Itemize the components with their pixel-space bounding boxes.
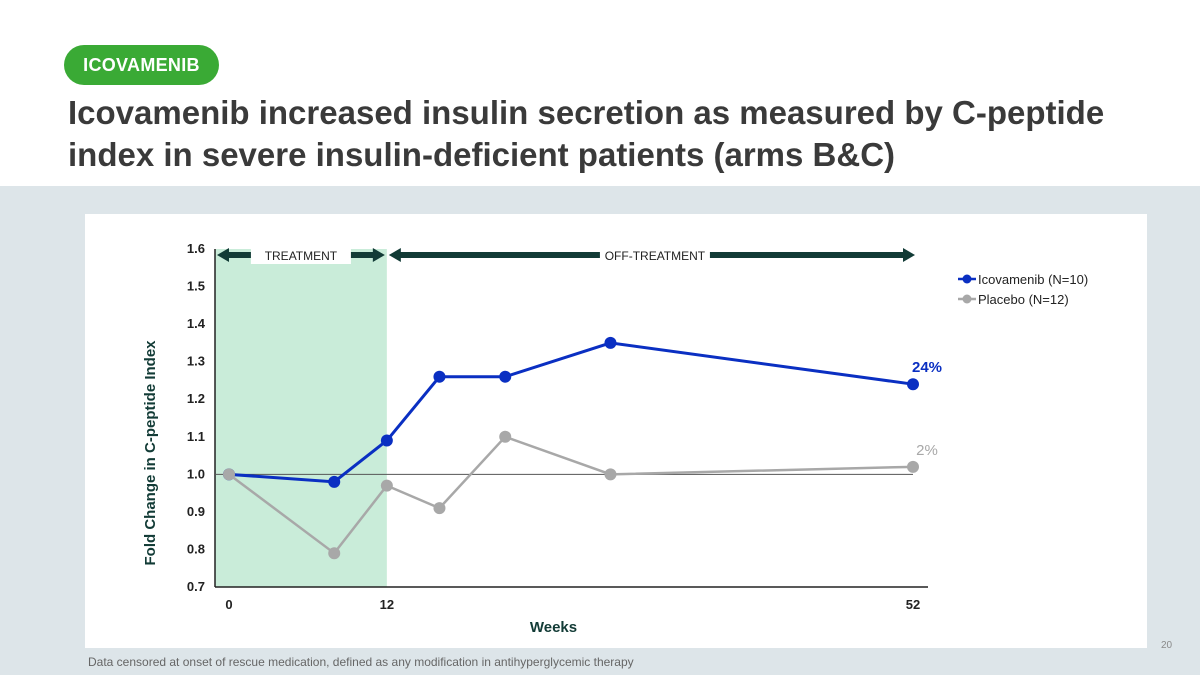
footnote: Data censored at onset of rescue medicat…: [88, 655, 634, 669]
section-tag: ICOVAMENIB: [64, 45, 219, 85]
end-label-placebo: 2%: [916, 442, 938, 459]
y-tick-label: 1.6: [187, 241, 205, 256]
data-point-icovamenib: [433, 370, 446, 383]
x-tick-label: 52: [906, 597, 920, 612]
title-line-2: index in severe insulin-deficient patien…: [68, 136, 896, 173]
data-point-icovamenib: [604, 336, 617, 349]
data-point-placebo: [380, 479, 393, 492]
data-point-placebo: [907, 460, 919, 473]
offtreatment-arrow-head-left: [388, 248, 401, 262]
treatment-arrow-head-left: [217, 248, 229, 262]
x-tick-label: 12: [380, 597, 394, 612]
end-label-icovamenib: 24%: [912, 359, 942, 376]
legend-label-icovamenib: Icovamenib (N=10): [978, 272, 1088, 287]
treatment-arrow-head-right: [372, 248, 385, 262]
offtreatment-label: OFF-TREATMENT: [605, 249, 706, 263]
legend-marker-icovamenib: [962, 274, 972, 284]
x-tick-label: 0: [225, 597, 232, 612]
legend-label-placebo: Placebo (N=12): [978, 292, 1069, 307]
y-tick-label: 0.7: [187, 579, 205, 594]
y-tick-label: 0.9: [187, 504, 205, 519]
title-line-1: Icovamenib increased insulin secretion a…: [68, 94, 1105, 131]
data-point-icovamenib: [499, 370, 512, 383]
page-number: 20: [1161, 640, 1173, 651]
y-tick-label: 1.4: [187, 316, 206, 331]
y-tick-label: 1.0: [187, 466, 205, 481]
y-axis-title: Fold Change in C-peptide Index: [142, 340, 159, 566]
data-point-icovamenib: [380, 434, 393, 447]
data-point-placebo: [604, 468, 617, 481]
data-point-icovamenib: [328, 475, 341, 488]
offtreatment-label-bg: [599, 246, 710, 264]
treatment-label-bg: [250, 246, 351, 264]
y-tick-label: 1.3: [187, 354, 205, 369]
y-tick-label: 1.1: [187, 429, 205, 444]
data-point-placebo: [433, 502, 446, 515]
legend-marker-placebo: [962, 294, 972, 304]
data-point-placebo: [328, 547, 341, 560]
offtreatment-arrow-head-right: [903, 248, 915, 262]
data-point-placebo: [223, 468, 235, 481]
slide-title: Icovamenib increased insulin secretion a…: [68, 92, 1158, 176]
treatment-region: [215, 249, 387, 587]
y-tick-label: 0.8: [187, 541, 205, 556]
x-axis-title: Weeks: [530, 619, 577, 636]
y-tick-label: 1.5: [187, 279, 205, 294]
y-tick-label: 1.2: [187, 391, 205, 406]
data-point-placebo: [499, 430, 512, 443]
data-point-icovamenib: [907, 378, 919, 391]
treatment-label: TREATMENT: [265, 249, 338, 263]
